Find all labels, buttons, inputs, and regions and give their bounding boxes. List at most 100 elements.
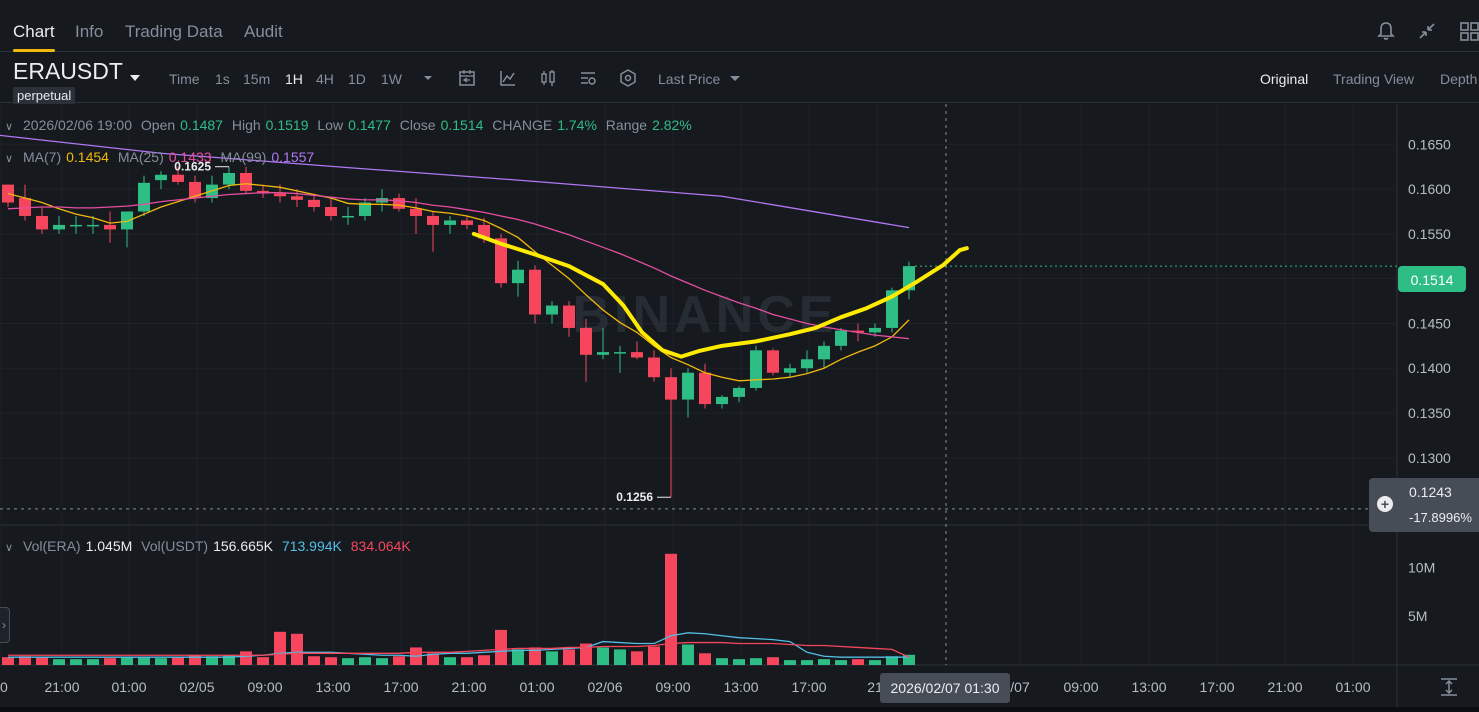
volume-ma-a-line [8, 632, 909, 658]
price-type-caret-icon[interactable] [725, 68, 745, 88]
candle-body [274, 193, 286, 197]
price-chart[interactable]: 0.16500.16000.15500.15000.14500.14000.13… [0, 104, 1479, 707]
bottom-border [0, 707, 1479, 712]
contract-type-badge: perpetual [13, 87, 76, 104]
candle-body [138, 182, 150, 212]
volume-bar [121, 657, 133, 665]
vol-ma-b-value: 834.064K [350, 538, 411, 554]
chart-settings-icon[interactable] [578, 68, 598, 88]
bell-icon[interactable] [1375, 20, 1397, 42]
tab-info[interactable]: Info [75, 22, 104, 41]
candle-body [665, 377, 677, 400]
y-axis-tick-label: 0.1650 [1408, 136, 1451, 152]
candle-body [767, 350, 779, 373]
candle-body [648, 357, 660, 378]
volume-bar [869, 660, 881, 665]
symbol-dropdown-icon[interactable] [130, 75, 140, 81]
vol-era-label: Vol(ERA) [23, 538, 81, 554]
volume-bar [427, 653, 439, 665]
x-axis-tick-label: 02/05 [179, 679, 214, 695]
ohlc-info: ∨ 2026/02/06 19:00 Open 0.1487 High 0.1519 … [0, 117, 697, 133]
collapse-chevron-icon[interactable]: ∨ [4, 121, 14, 133]
x-axis-tick-label: 01:00 [1335, 679, 1370, 695]
volume-bar [206, 656, 218, 665]
ma99-label: MA(99) [220, 149, 267, 165]
symbol-name[interactable]: ERAUSDT [13, 58, 123, 84]
volume-bar [36, 657, 48, 665]
timeframe-15m[interactable]: 15m [243, 71, 271, 87]
crosshair-time-badge: 2026/02/07 01:30 [880, 673, 1010, 703]
timeframe-4h[interactable]: 4H [316, 71, 334, 87]
scroll-left-button[interactable]: › [0, 607, 10, 643]
vol-ma-a-value: 713.994K [281, 538, 342, 554]
collapse-chevron-icon[interactable]: ∨ [4, 542, 14, 554]
candle-body [495, 238, 507, 284]
chart-background [0, 104, 1397, 665]
timeframe-1s[interactable]: 1s [215, 71, 230, 87]
ma99-value: 0.1557 [271, 149, 315, 165]
volume-bar [325, 657, 337, 665]
volume-bar [648, 646, 660, 665]
x-axis-tick-label: 09:00 [247, 679, 282, 695]
ohlc-date: 2026/02/06 19:00 [23, 117, 132, 133]
open-label: Open [140, 117, 176, 133]
collapse-chevron-icon[interactable]: ∨ [4, 153, 14, 165]
scale-arrows-icon[interactable] [1438, 676, 1460, 698]
calendar-icon[interactable] [457, 68, 477, 88]
volume-bar [835, 660, 847, 665]
candle-body [172, 174, 184, 182]
candlestick-icon[interactable] [538, 68, 558, 88]
timeframe-1h[interactable]: 1H [285, 71, 303, 87]
hexagon-icon[interactable] [618, 68, 638, 88]
ma99-line [0, 134, 910, 229]
tab-trading-data[interactable]: Trading Data [125, 22, 223, 41]
tab-chart[interactable]: Chart [13, 22, 55, 41]
candle-body [852, 330, 864, 333]
candle-body [410, 208, 422, 216]
candle-body [444, 220, 456, 225]
candle-body [563, 305, 575, 328]
add-alert-icon[interactable]: + [1377, 496, 1393, 512]
crosshair-price-badge: + 0.1243 -17.8996% [1369, 478, 1479, 532]
candle-body [546, 305, 558, 315]
view-trading-view[interactable]: Trading View [1333, 71, 1414, 87]
layout-grid-icon[interactable] [1458, 20, 1479, 42]
price-type-select[interactable]: Last Price [658, 71, 721, 87]
candle-body [325, 207, 337, 216]
x-axis-tick-label: /07 [1010, 679, 1030, 695]
x-axis-tick-label: 17:00 [1199, 679, 1234, 695]
x-axis-tick-label: 13:00 [723, 679, 758, 695]
chevron-down-icon[interactable] [418, 68, 438, 88]
indicators-icon[interactable] [498, 68, 518, 88]
volume-bar [682, 644, 694, 665]
volume-bar [70, 659, 82, 665]
volume-bar [563, 649, 575, 665]
volume-bar [240, 651, 252, 665]
volume-bar [342, 658, 354, 665]
volume-bar [155, 658, 167, 665]
candle-body [835, 330, 847, 346]
timeframe-time[interactable]: Time [169, 71, 200, 87]
candle-body [70, 224, 82, 227]
collapse-arrows-icon[interactable] [1416, 20, 1438, 42]
volume-bar [665, 553, 677, 665]
volume-bar [495, 629, 507, 665]
view-original[interactable]: Original [1260, 71, 1309, 87]
low-label: Low [317, 117, 344, 133]
candle-body [291, 196, 303, 200]
tab-audit[interactable]: Audit [244, 22, 283, 41]
x-axis-tick-label: 00 [0, 679, 8, 695]
timeframe-1w[interactable]: 1W [381, 71, 402, 87]
volume-bar [53, 659, 65, 665]
x-axis-tick-label: 21:00 [451, 679, 486, 695]
x-axis-tick-label: 17:00 [791, 679, 826, 695]
candle-body [342, 215, 354, 218]
range-value: 2.82% [652, 117, 692, 133]
candle-body [614, 352, 626, 354]
volume-bar [529, 647, 541, 665]
candle-body [308, 199, 320, 208]
view-depth[interactable]: Depth [1440, 71, 1478, 87]
vol-era-value: 1.045M [85, 538, 133, 554]
crosshair-price: 0.1243 [1409, 484, 1452, 500]
timeframe-1d[interactable]: 1D [348, 71, 366, 87]
